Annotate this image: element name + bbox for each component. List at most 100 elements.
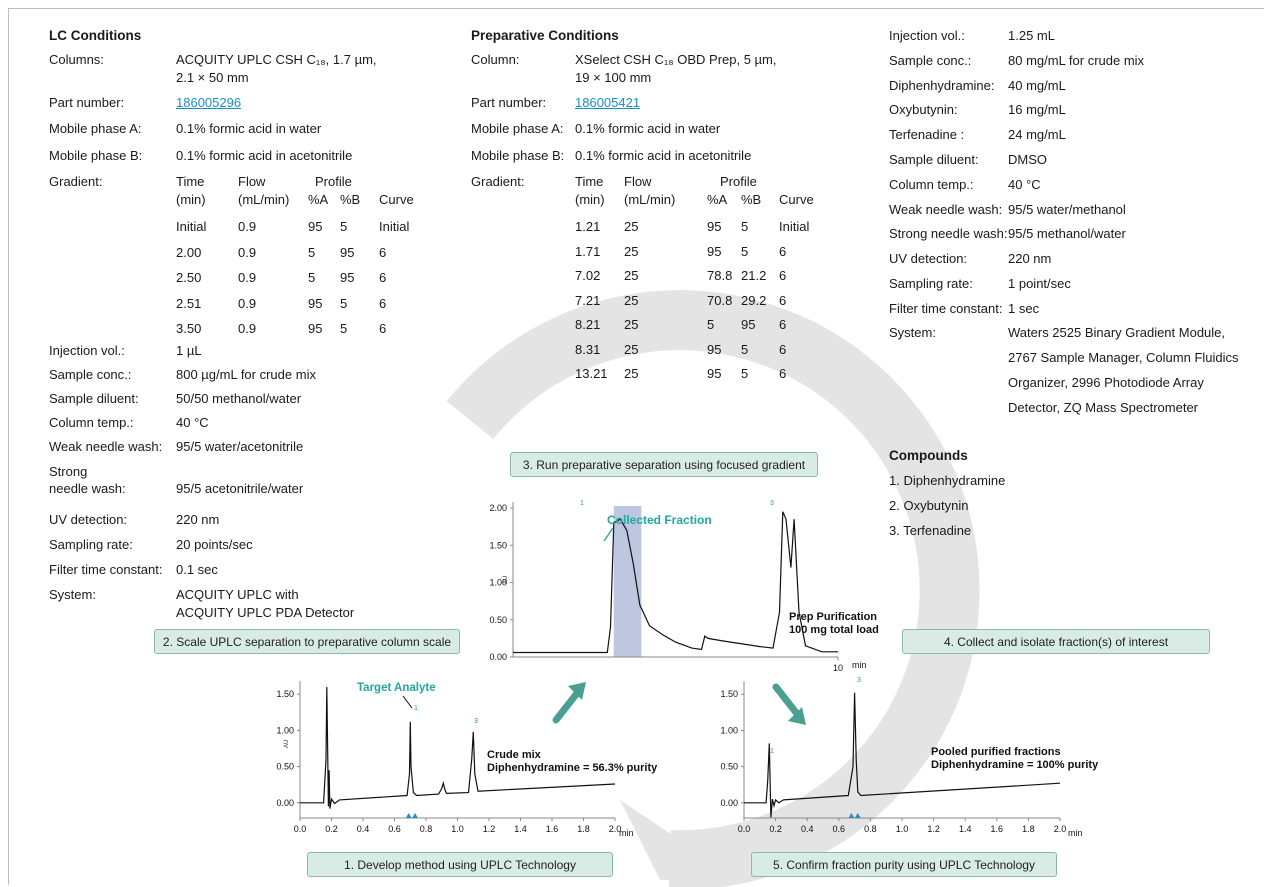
- prep-grad-cell: 95: [707, 243, 722, 259]
- prep-grad-cell: 5: [707, 317, 715, 332]
- lc-grad-cell: Initial: [176, 219, 207, 234]
- prep-y-axis-label: AU: [503, 576, 509, 584]
- right-param-value: 1.25 mL: [1008, 28, 1055, 43]
- prep-grad-cell: 29.2: [741, 292, 767, 308]
- right-param-value: 1 sec: [1008, 300, 1040, 316]
- crude-y-tick-label: 0.00: [276, 798, 294, 808]
- crude-x-tick-label: 0.0: [294, 824, 307, 834]
- part-number-label: Part number:: [49, 95, 125, 110]
- figure-frame: [8, 8, 1264, 885]
- prep-grad-cell: 6: [779, 317, 787, 332]
- prep-grad-cell: 5: [741, 341, 749, 357]
- right-param-label: Diphenhydramine:: [889, 77, 995, 93]
- compounds-title: Compounds: [889, 448, 968, 463]
- lc-grad-cell: 95: [308, 321, 323, 336]
- prep-part-number-label: Part number:: [471, 95, 547, 110]
- pooled-x-tick-label: 1.2: [927, 824, 940, 834]
- prep-grad-cell: 95: [707, 366, 722, 381]
- prep-grad-cell: 25: [624, 317, 639, 332]
- crude-x-tick-label: 0.6: [388, 824, 401, 834]
- pooled-x-tick-label: 0.6: [833, 824, 846, 834]
- target-analyte-pointer: [402, 695, 413, 709]
- columns-label: Columns:: [49, 52, 104, 67]
- lc-grad-cell: Initial: [379, 219, 410, 234]
- lc-param-value: 95/5 water/acetonitrile: [176, 439, 304, 454]
- right-param-value: 40 °C: [1008, 176, 1041, 192]
- prep-y-tick-label: 0.00: [489, 652, 507, 662]
- crude-peak-1-label: 1: [414, 705, 418, 712]
- lc-grad-cell: 5: [340, 219, 348, 234]
- crude-x-tick-label: 1.6: [546, 824, 559, 834]
- pooled-x-tick-label: 0.0: [738, 824, 751, 834]
- prep-grad-cell: 25: [624, 243, 639, 259]
- right-param-value: 24 mg/mL: [1008, 127, 1066, 143]
- compound-2: 2. Oxybutynin: [889, 498, 969, 513]
- target-analyte-label: Target Analyte: [357, 682, 436, 694]
- crude-trace-line: [300, 686, 616, 809]
- columns-value-line2: 2.1 × 50 mm: [176, 70, 249, 85]
- prep-y-tick-label: 1.00: [489, 578, 507, 588]
- right-param-label: Weak needle wash:: [889, 201, 1003, 217]
- prep-grad-head-4: (mL/min): [624, 192, 676, 207]
- prep-grad-cell: 25: [624, 366, 639, 381]
- strong-wash-value: 95/5 acetonitrile/water: [176, 481, 304, 496]
- right-system-line4: Detector, ZQ Mass Spectrometer: [1008, 400, 1199, 415]
- crude-x-unit-label: min: [619, 828, 634, 838]
- crude-x-tick-label: 0.8: [420, 824, 433, 834]
- collected-fraction-band: [613, 506, 642, 657]
- down-right-arrow-icon: [772, 683, 806, 725]
- system-value-line1: ACQUITY UPLC with: [176, 587, 299, 602]
- right-param-label: UV detection:: [889, 251, 968, 267]
- crude-x-tick-label: 1.2: [483, 824, 496, 834]
- pooled-desc-line1: Pooled purified fractions: [931, 746, 1061, 758]
- lc-grad-cell: 6: [379, 244, 387, 260]
- lc-param-value: 0.1 sec: [176, 562, 218, 577]
- pooled-desc-line2: Diphenhydramine = 100% purity: [931, 759, 1099, 771]
- part-number-link[interactable]: 186005296: [176, 95, 242, 110]
- lc-grad-cell: 95: [308, 219, 323, 234]
- step-2-box: 2. Scale UPLC separation to preparative …: [154, 629, 460, 654]
- right-system-line1: Waters 2525 Binary Gradient Module,: [1008, 325, 1226, 340]
- lc-grad-head-3: (min): [176, 192, 206, 207]
- prep-grad-cell: 25: [624, 292, 639, 308]
- system-value-line2: ACQUITY UPLC PDA Detector: [176, 605, 355, 620]
- right-param-label: Terfenadine :: [889, 127, 965, 143]
- prep-grad-cell: 1.21: [575, 219, 601, 234]
- prep-column-value-line2: 19 × 100 mm: [575, 70, 652, 85]
- crude-x-tick-label: 0.4: [357, 824, 370, 834]
- pooled-integration-marker: [854, 813, 861, 818]
- right-param-value: 220 nm: [1008, 251, 1052, 267]
- collected-fraction-pointer: [603, 527, 614, 542]
- prep-grad-cell: 25: [624, 341, 639, 357]
- pooled-x-tick-label: 1.8: [1022, 824, 1035, 834]
- crude-x-tick-label: 1.4: [514, 824, 527, 834]
- lc-param-label: UV detection:: [49, 512, 128, 527]
- lc-grad-cell: 6: [379, 295, 387, 311]
- lc-grad-cell: 95: [340, 270, 355, 285]
- prep-grad-cell: 1.71: [575, 243, 601, 259]
- right-param-value: DMSO: [1008, 152, 1047, 167]
- prep-grad-cell: 5: [741, 366, 749, 381]
- right-system-label: System:: [889, 325, 936, 340]
- prep-x-unit-label: min: [852, 660, 867, 670]
- lc-grad-cell: 6: [379, 270, 387, 285]
- pooled-y-tick-label: 1.00: [720, 725, 738, 735]
- lc-param-label: Filter time constant:: [49, 562, 163, 577]
- mobile-phase-b-value: 0.1% formic acid in acetonitrile: [176, 148, 353, 163]
- lc-param-value: 800 µg/mL for crude mix: [176, 367, 316, 382]
- lc-grad-cell: 3.50: [176, 321, 202, 336]
- columns-value-line1: ACQUITY UPLC CSH C₁₈, 1.7 µm,: [176, 52, 377, 67]
- crude-y-tick-label: 1.50: [276, 689, 294, 699]
- prep-x-tick-label: 10: [833, 663, 843, 673]
- mobile-phase-a-value: 0.1% formic acid in water: [176, 121, 322, 136]
- crude-x-tick-label: 1.8: [577, 824, 590, 834]
- compound-1: 1. Diphenhydramine: [889, 473, 1006, 488]
- step-5-box: 5. Confirm fraction purity using UPLC Te…: [751, 852, 1057, 877]
- prep-grad-head-3: (min): [575, 192, 605, 207]
- prep-grad-cell: 7.02: [575, 268, 601, 283]
- prep-grad-cell: 8.31: [575, 341, 601, 357]
- gradient-label: Gradient:: [49, 174, 103, 189]
- right-param-label: Filter time constant:: [889, 300, 1003, 316]
- prep-part-number-link[interactable]: 186005421: [575, 95, 641, 110]
- lc-param-label: Sample diluent:: [49, 391, 139, 406]
